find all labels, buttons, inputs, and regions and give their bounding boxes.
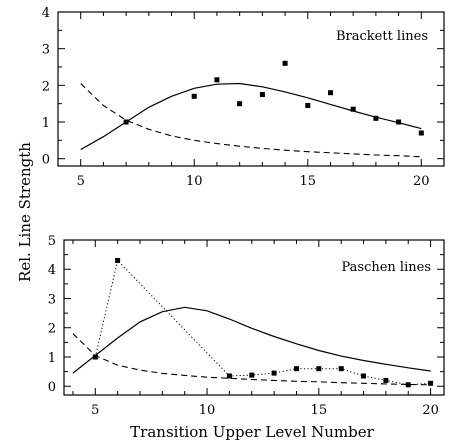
paschen-y-tick-label: 3 bbox=[48, 292, 56, 307]
paschen-x-tick-label: 20 bbox=[422, 403, 439, 418]
paschen-x-tick-label: 5 bbox=[91, 403, 99, 418]
paschen-observed-point bbox=[383, 377, 389, 383]
brackett-x-tick-label: 15 bbox=[299, 174, 316, 189]
paschen-observed-point bbox=[316, 366, 322, 372]
paschen-observed-point bbox=[294, 366, 299, 372]
brackett-observed-point bbox=[305, 103, 311, 108]
brackett-y-tick-label: 2 bbox=[42, 79, 50, 94]
paschen-observed-point bbox=[361, 373, 366, 379]
paschen-observed-point bbox=[249, 372, 255, 378]
brackett-model-solid-line bbox=[80, 82, 422, 151]
brackett-observed-point bbox=[282, 60, 288, 66]
brackett-observed-point bbox=[373, 115, 379, 121]
brackett-x-tick-label: 10 bbox=[186, 174, 203, 189]
paschen-observed-dotted-line bbox=[94, 259, 431, 386]
paschen-y-tick-label: 4 bbox=[48, 263, 56, 278]
brackett-observed-point bbox=[328, 90, 333, 96]
brackett-plot-frame bbox=[57, 11, 445, 167]
paschen-observed-point bbox=[226, 373, 232, 379]
paschen-panel-title: Paschen lines bbox=[342, 260, 432, 275]
paschen-y-tick-label: 1 bbox=[48, 351, 56, 366]
brackett-observed-point bbox=[214, 77, 220, 83]
brackett-model-dashed-line bbox=[80, 83, 422, 158]
brackett-observed-point bbox=[259, 92, 265, 97]
paschen-y-tick-label: 0 bbox=[48, 380, 56, 395]
brackett-panel-title: Brackett lines bbox=[336, 29, 428, 44]
brackett-y-tick-label: 4 bbox=[42, 6, 50, 21]
brackett-observed-point bbox=[191, 93, 197, 99]
paschen-observed-point bbox=[428, 380, 434, 386]
paschen-y-tick-label: 2 bbox=[48, 322, 56, 337]
brackett-observed-point bbox=[396, 119, 402, 125]
paschen-model-solid-line bbox=[72, 306, 431, 374]
brackett-y-tick-label: 1 bbox=[42, 116, 50, 131]
x-axis-label: Transition Upper Level Number bbox=[130, 423, 374, 441]
paschen-observed-point bbox=[92, 354, 98, 360]
brackett-observed-point bbox=[237, 101, 243, 107]
brackett-x-tick-label: 20 bbox=[413, 174, 430, 189]
brackett-y-tick-label: 3 bbox=[42, 43, 50, 58]
brackett-x-tick-label: 5 bbox=[77, 174, 85, 189]
brackett-y-tick-label: 0 bbox=[42, 153, 50, 168]
brackett-observed-point bbox=[418, 130, 424, 136]
paschen-plot-frame bbox=[63, 239, 445, 396]
brackett-observed-point bbox=[123, 119, 129, 125]
paschen-model-dashed-line bbox=[72, 333, 431, 386]
paschen-y-tick-label: 5 bbox=[48, 234, 56, 249]
paschen-observed-point bbox=[271, 370, 277, 376]
paschen-observed-point bbox=[115, 258, 121, 263]
brackett-panel: 5 10 15 20 0 1 2 3 4 bbox=[42, 6, 445, 189]
paschen-x-tick-label: 10 bbox=[199, 403, 216, 418]
paschen-panel: 5 10 15 20 0 1 2 3 4 5 bbox=[48, 234, 445, 418]
paschen-observed-point bbox=[338, 366, 344, 372]
paschen-observed-point bbox=[405, 382, 411, 388]
y-axis-label: Rel. Line Strength bbox=[16, 142, 34, 282]
paschen-x-tick-label: 15 bbox=[311, 403, 328, 418]
brackett-observed-point bbox=[350, 106, 356, 112]
